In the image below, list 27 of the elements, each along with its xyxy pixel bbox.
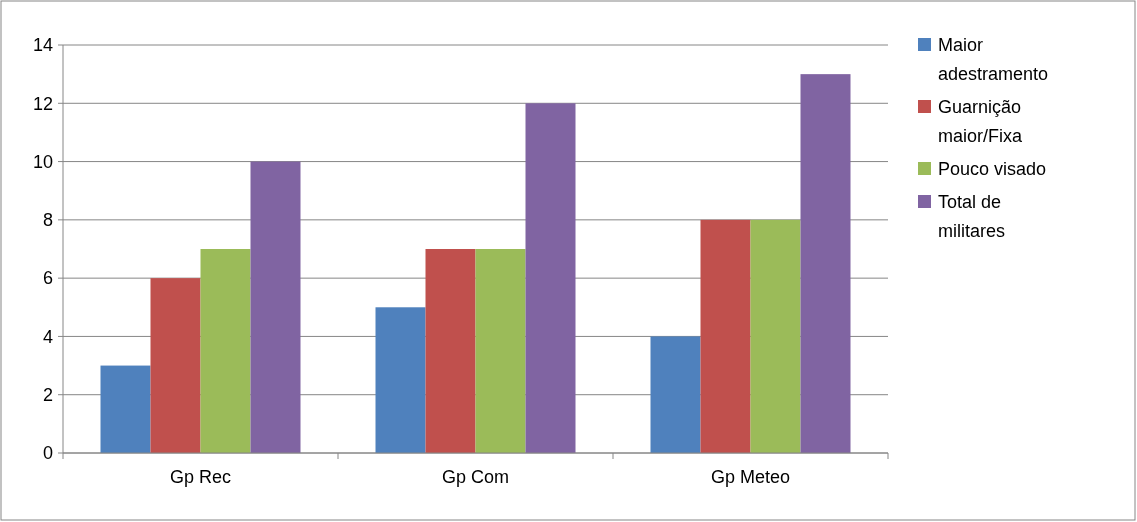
bar — [750, 219, 801, 453]
bar — [800, 74, 851, 453]
x-tick-label: Gp Rec — [169, 467, 232, 487]
legend-label: Maior adestramento — [938, 35, 1049, 85]
bar — [700, 219, 751, 453]
bar — [200, 249, 251, 453]
legend-label: Total de militares — [938, 192, 1006, 242]
y-tick-label: 2 — [42, 385, 53, 406]
y-tick-label: 8 — [42, 210, 53, 231]
bar — [100, 365, 151, 453]
y-tick-label: 12 — [32, 93, 53, 114]
bar — [250, 161, 301, 453]
y-tick-label: 14 — [32, 35, 53, 56]
bar — [525, 103, 576, 453]
x-tick-label: Gp Meteo — [710, 467, 791, 487]
legend-label: Pouco visado — [938, 159, 1047, 180]
bar — [425, 249, 476, 453]
bar — [150, 278, 201, 453]
bar — [375, 307, 426, 453]
y-tick-label: 6 — [42, 268, 53, 289]
bar — [650, 336, 701, 453]
y-tick-label: 0 — [42, 443, 53, 464]
bar — [475, 249, 526, 453]
legend-label: Guarnição maior/Fixa — [938, 97, 1023, 147]
x-tick-label: Gp Com — [441, 467, 510, 487]
y-tick-label: 4 — [42, 326, 53, 347]
y-tick-label: 10 — [32, 151, 53, 172]
